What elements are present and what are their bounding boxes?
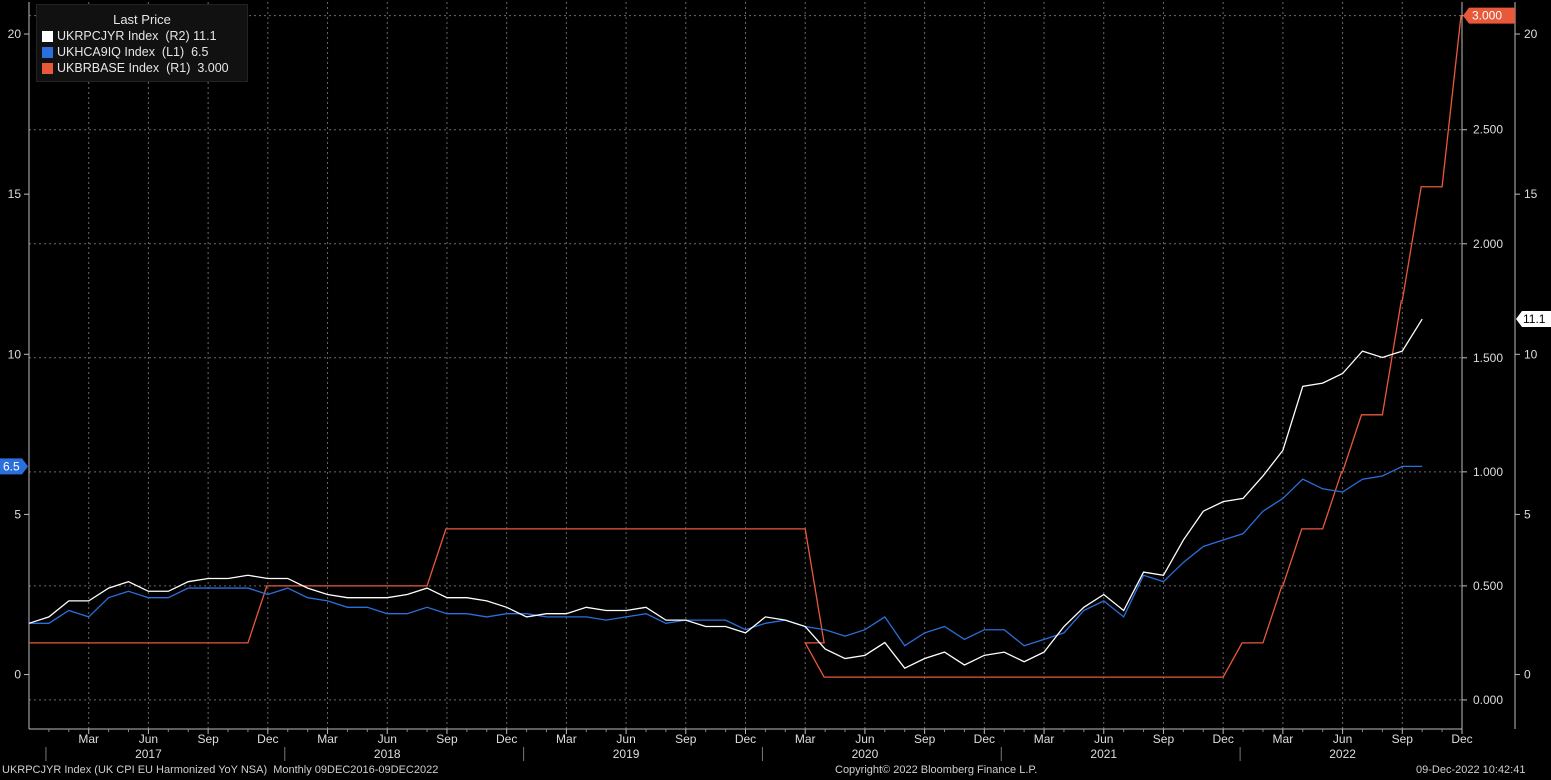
- r1-last-value-text: 3.000: [1472, 9, 1502, 23]
- legend-label: UKRPCJYR Index (R2) 11.1: [57, 29, 217, 43]
- r2-tick-label: 15: [1524, 187, 1538, 201]
- x-tick-label: Mar: [1273, 732, 1294, 746]
- grid: [29, 2, 1463, 729]
- r1-tick-label: 1.000: [1473, 465, 1503, 479]
- left-tick-label: 5: [14, 507, 21, 521]
- legend-item-ukbrbase: UKBRBASE Index (R1) 3.000: [37, 60, 247, 76]
- ukbrbase-line: [29, 15, 1462, 678]
- left-tick-label: 15: [8, 187, 22, 201]
- left-tick-label: 0: [14, 668, 21, 682]
- x-tick-label: Dec: [1451, 732, 1472, 746]
- footer-timestamp: 09-Dec-2022 10:42:41: [1416, 764, 1526, 776]
- r1-tick-label: 0.000: [1473, 693, 1503, 707]
- x-tick-label: Dec: [257, 732, 278, 746]
- x-tick-label: Jun: [616, 732, 635, 746]
- x-year-label: 2018: [374, 747, 401, 761]
- legend-item-ukrpcjyr: UKRPCJYR Index (R2) 11.1: [37, 28, 247, 44]
- r1-last-value-tag: [1463, 7, 1515, 24]
- r2-tick-label: 0: [1524, 668, 1531, 682]
- x-tick-label: Mar: [1034, 732, 1055, 746]
- x-tick-label: Dec: [496, 732, 517, 746]
- ukrpcjyr-line: [28, 318, 1423, 669]
- x-year-label: 2021: [1090, 747, 1117, 761]
- x-tick-label: Dec: [974, 732, 995, 746]
- x-tick-label: Sep: [436, 732, 458, 746]
- left-last-value-text: 6.5: [3, 459, 20, 473]
- r1-tick-label: 2.000: [1473, 237, 1503, 251]
- left-last-value-tag: [0, 458, 28, 475]
- x-tick-label: Jun: [855, 732, 874, 746]
- legend-swatch-white: [42, 30, 53, 42]
- x-tick-label: Mar: [78, 732, 99, 746]
- r1-tick-label: 2.500: [1473, 123, 1503, 137]
- x-year-label: 2022: [1329, 747, 1356, 761]
- r1-tick-label: 0.500: [1473, 579, 1503, 593]
- legend-item-ukhca9iq: UKHCA9IQ Index (L1) 6.5: [37, 44, 247, 60]
- r2-last-value-tag: [1516, 311, 1551, 328]
- footer-series-description: UKRPCJYR Index (UK CPI EU Harmonized YoY…: [2, 764, 439, 776]
- x-tick-label: Sep: [675, 732, 697, 746]
- x-tick-label: Jun: [378, 732, 397, 746]
- x-tick-label: Sep: [1392, 732, 1414, 746]
- left-tick-label: 10: [8, 347, 22, 361]
- footer-copyright: Copyright© 2022 Bloomberg Finance L.P.: [835, 764, 1038, 776]
- x-tick-label: Dec: [735, 732, 756, 746]
- x-year-label: 2017: [135, 747, 162, 761]
- x-tick-label: Jun: [1333, 732, 1352, 746]
- legend-swatch-orange: [42, 62, 53, 74]
- x-axis-labels: Mar Jun Sep Dec Mar Jun Sep Dec Mar Jun Sep Dec Mar J…: [78, 732, 1472, 761]
- x-tick-label: Jun: [1094, 732, 1113, 746]
- x-tick-label: Sep: [1153, 732, 1175, 746]
- x-year-label: 2019: [613, 747, 640, 761]
- last-value-tags: 6.5 3.000 11.1: [0, 7, 1551, 475]
- x-tick-label: Sep: [914, 732, 936, 746]
- legend-label: UKBRBASE Index (R1) 3.000: [57, 61, 229, 75]
- ukhca9iq-line: [29, 465, 1423, 647]
- x-tick-label: Mar: [795, 732, 816, 746]
- x-tick-label: Dec: [1212, 732, 1233, 746]
- left-tick-label: 20: [8, 27, 22, 41]
- series-lines: [28, 15, 1462, 678]
- legend: Last Price UKRPCJYR Index (R2) 11.1 UKHC…: [36, 4, 248, 82]
- x-tick-label: Mar: [556, 732, 577, 746]
- legend-label: UKHCA9IQ Index (L1) 6.5: [57, 45, 209, 59]
- legend-swatch-blue: [42, 46, 53, 58]
- axes: 3.000 2.500 2.000 1.500 1.000 0.500 0.000 20 15 1…: [8, 2, 1538, 761]
- legend-title: Last Price: [113, 12, 171, 27]
- x-year-label: 2020: [852, 747, 879, 761]
- r1-tick-label: 1.500: [1473, 351, 1503, 365]
- x-tick-label: Mar: [317, 732, 338, 746]
- r2-tick-label: 10: [1524, 347, 1538, 361]
- r2-tick-label: 20: [1524, 27, 1538, 41]
- r2-last-value-text: 11.1: [1523, 312, 1546, 326]
- r2-tick-label: 5: [1524, 507, 1531, 521]
- x-tick-label: Jun: [139, 732, 158, 746]
- x-tick-label: Sep: [197, 732, 219, 746]
